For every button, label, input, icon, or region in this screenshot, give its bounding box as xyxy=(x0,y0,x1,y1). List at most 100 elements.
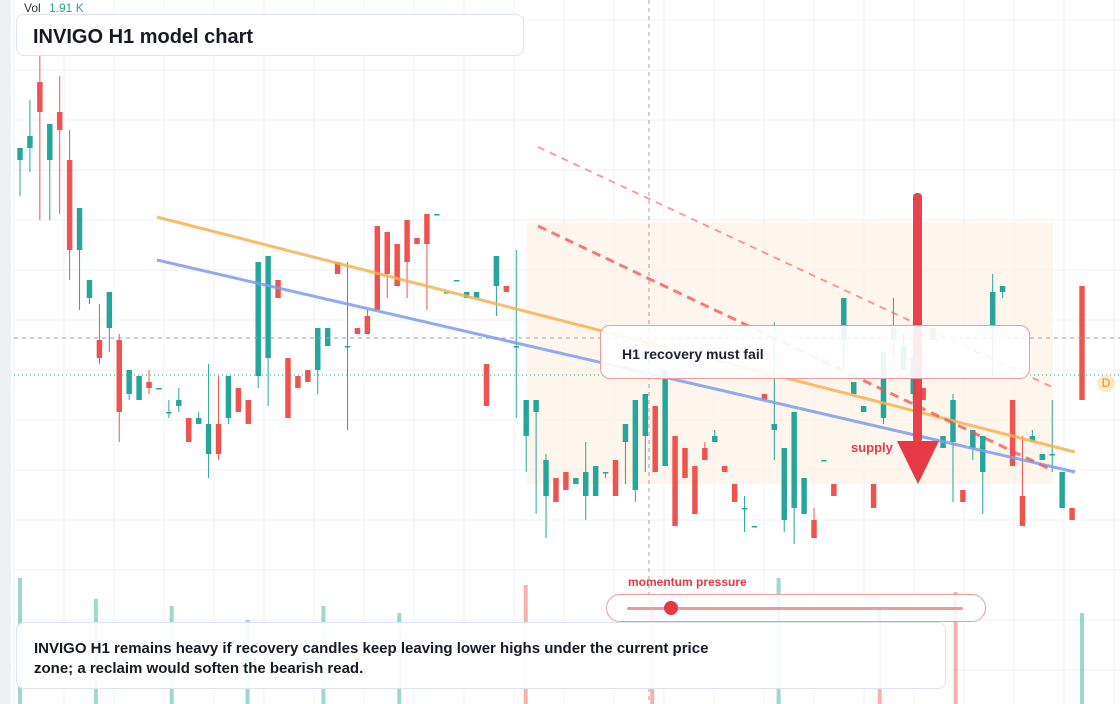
candle-body xyxy=(483,364,490,406)
candle-body xyxy=(324,328,331,346)
candle-body xyxy=(513,346,519,348)
candle-body xyxy=(682,448,688,478)
candle-body xyxy=(374,226,381,310)
candle-body xyxy=(920,388,926,400)
candle-body xyxy=(47,124,53,160)
analysis-note-card: INVIGO H1 remains heavy if recovery cand… xyxy=(16,622,946,689)
momentum-label: momentum pressure xyxy=(628,575,747,589)
candle-body xyxy=(1059,472,1065,508)
candle-body xyxy=(315,328,321,370)
callout-card: H1 recovery must fail xyxy=(600,325,1030,379)
red-channel-lower xyxy=(537,224,1053,472)
candle-body xyxy=(136,376,142,400)
volume-label: Vol xyxy=(24,1,41,15)
candle-body xyxy=(215,424,222,454)
candle-body xyxy=(76,208,83,250)
candle-body xyxy=(503,286,510,292)
forecast-arrow-shaft xyxy=(913,193,922,443)
candles xyxy=(17,40,1085,544)
candle-body xyxy=(225,376,232,418)
candle-body xyxy=(1019,496,1026,526)
candle-body xyxy=(970,430,976,448)
candle-body xyxy=(235,388,242,412)
candle-body xyxy=(1069,508,1075,520)
candle-body xyxy=(195,418,202,424)
candle-body xyxy=(712,436,718,442)
candle-body xyxy=(344,346,351,348)
candle-body xyxy=(106,292,113,328)
candle-body xyxy=(1009,400,1016,466)
candle-body xyxy=(126,370,132,394)
candle-body xyxy=(1039,454,1046,460)
candle-body xyxy=(850,382,857,394)
candle-body xyxy=(17,148,23,160)
candle-body xyxy=(56,112,63,130)
candle-body xyxy=(612,460,619,496)
candle-body xyxy=(285,358,291,418)
candle-body xyxy=(761,394,768,400)
volume-bar xyxy=(1080,613,1084,704)
candle-body xyxy=(563,472,569,490)
volume-value: 1.91 K xyxy=(49,1,84,15)
title-card: INVIGO H1 model chart xyxy=(16,14,524,56)
candle-body xyxy=(811,520,817,538)
candle-body xyxy=(66,160,73,250)
candle-body xyxy=(662,370,668,466)
candle-body xyxy=(265,256,271,358)
candle-body xyxy=(1049,454,1055,456)
candle-body xyxy=(27,136,33,148)
volume-bar xyxy=(953,592,958,704)
candle-body xyxy=(821,460,827,462)
candle-body xyxy=(384,232,390,274)
candle-body xyxy=(831,484,837,496)
candle-body xyxy=(414,238,420,244)
candle-body xyxy=(146,382,152,388)
candle-body xyxy=(533,400,539,412)
candle-body xyxy=(771,424,778,430)
forecast-arrow-head xyxy=(897,441,939,484)
candle-body xyxy=(642,394,649,436)
candle-body xyxy=(295,376,301,388)
candle-body xyxy=(741,508,748,510)
candle-body xyxy=(989,292,996,328)
candle-body xyxy=(96,340,103,358)
candle-body xyxy=(493,256,500,286)
candle-body xyxy=(185,418,192,442)
candle-body xyxy=(394,244,400,286)
candle-body xyxy=(553,478,559,502)
candle-body xyxy=(781,448,787,520)
candle-body xyxy=(702,448,708,460)
chart-title: INVIGO H1 model chart xyxy=(33,26,254,48)
candle-body xyxy=(523,400,529,436)
candle-body xyxy=(860,406,867,412)
candle-body xyxy=(672,436,678,526)
candle-body xyxy=(86,280,93,298)
candle-body xyxy=(255,262,261,376)
candle-body xyxy=(632,400,639,490)
candle-body xyxy=(1029,436,1036,442)
momentum-knob[interactable] xyxy=(663,601,678,615)
candle-body xyxy=(354,328,361,334)
candle-body xyxy=(334,262,341,274)
candle-body xyxy=(721,466,728,472)
candle-body xyxy=(731,484,738,502)
candle-body xyxy=(156,388,162,390)
callout-text: H1 recovery must fail xyxy=(622,346,764,362)
momentum-gauge[interactable] xyxy=(606,594,986,622)
candle-body xyxy=(841,298,847,340)
candle-body xyxy=(692,466,698,514)
candle-body xyxy=(444,292,450,294)
candle-body xyxy=(473,292,480,298)
candle-body xyxy=(116,340,122,412)
d-badge: D xyxy=(1097,375,1115,392)
candle-body xyxy=(453,280,460,282)
candle-body xyxy=(176,400,182,406)
supply-label: supply xyxy=(851,440,893,455)
candle-body xyxy=(880,352,887,418)
candle-body xyxy=(424,214,430,244)
candle-body xyxy=(622,424,629,442)
candle-body xyxy=(960,490,966,502)
candle-body xyxy=(404,220,410,262)
candle-body xyxy=(434,214,440,216)
candle-body xyxy=(751,526,758,528)
